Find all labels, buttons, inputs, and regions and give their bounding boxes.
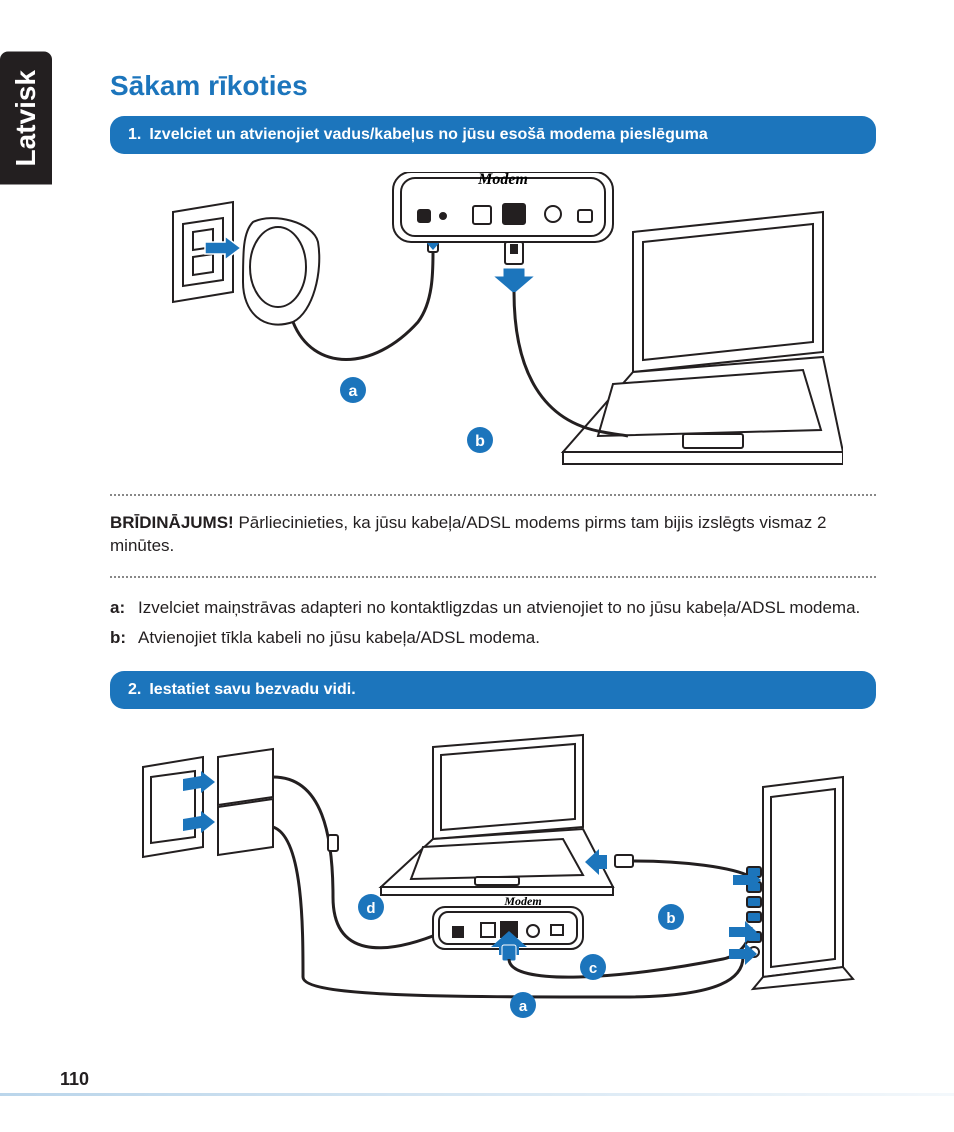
page-content: Sākam rīkoties 1. Izvelciet un atvienoji… <box>0 0 954 1027</box>
svg-text:c: c <box>589 960 597 977</box>
step-2-number: 2. <box>128 681 141 699</box>
instruction-b: b: Atvienojiet tīkla kabeli no jūsu kabe… <box>110 626 876 650</box>
laptop <box>563 212 843 464</box>
instruction-b-key: b: <box>110 626 138 650</box>
adapter-top <box>218 749 273 805</box>
label-b2-badge: b <box>658 904 684 930</box>
diagram-1: Modem <box>110 172 876 482</box>
step-1-bar: 1. Izvelciet un atvienojiet vadus/kabeļu… <box>110 116 876 154</box>
svg-text:a: a <box>519 998 528 1015</box>
page-number: 110 <box>60 1069 89 1090</box>
instruction-a-key: a: <box>110 596 138 620</box>
arrow-b-icon <box>493 268 535 294</box>
svg-text:d: d <box>366 900 375 917</box>
separator-bottom <box>110 576 876 578</box>
step-2-bar: 2. Iestatiet savu bezvadu vidi. <box>110 671 876 709</box>
instruction-b-text: Atvienojiet tīkla kabeli no jūsu kabeļa/… <box>138 626 540 650</box>
warning-box: BRĪDINĀJUMS! Pārliecinieties, ka jūsu ka… <box>110 506 876 566</box>
step-2-title: Iestatiet savu bezvadu vidi. <box>149 681 355 699</box>
adapter-bottom <box>218 799 273 855</box>
lan-plug <box>505 242 523 264</box>
router-device <box>747 777 853 989</box>
svg-text:b: b <box>475 433 485 450</box>
label-c-badge: c <box>580 954 606 980</box>
language-tab: Latvisk <box>0 52 52 185</box>
modem-label: Modem <box>477 172 528 188</box>
svg-text:a: a <box>349 383 358 400</box>
separator-top <box>110 494 876 496</box>
warning-label: BRĪDINĀJUMS! <box>110 513 234 532</box>
instruction-a: a: Izvelciet maiņstrāvas adapteri no kon… <box>110 596 876 620</box>
cable-b <box>633 861 751 877</box>
label-b-badge: b <box>467 427 493 453</box>
instruction-list: a: Izvelciet maiņstrāvas adapteri no kon… <box>110 596 876 650</box>
step-1-title: Izvelciet un atvienojiet vadus/kabeļus n… <box>149 126 707 144</box>
section-title: Sākam rīkoties <box>110 70 876 102</box>
power-adapter <box>243 218 319 325</box>
step-1-number: 1. <box>128 126 141 144</box>
wall-outlet-2 <box>143 757 203 857</box>
instruction-a-text: Izvelciet maiņstrāvas adapteri no kontak… <box>138 596 860 620</box>
diagram-2: Modem <box>110 727 876 1027</box>
footer-stripe <box>0 1093 954 1096</box>
svg-text:b: b <box>666 910 675 927</box>
laptop-2 <box>381 735 613 895</box>
label-a2-badge: a <box>510 992 536 1018</box>
modem-label-2: Modem <box>503 894 541 908</box>
label-a-badge: a <box>340 377 366 403</box>
label-d-badge: d <box>358 894 384 920</box>
